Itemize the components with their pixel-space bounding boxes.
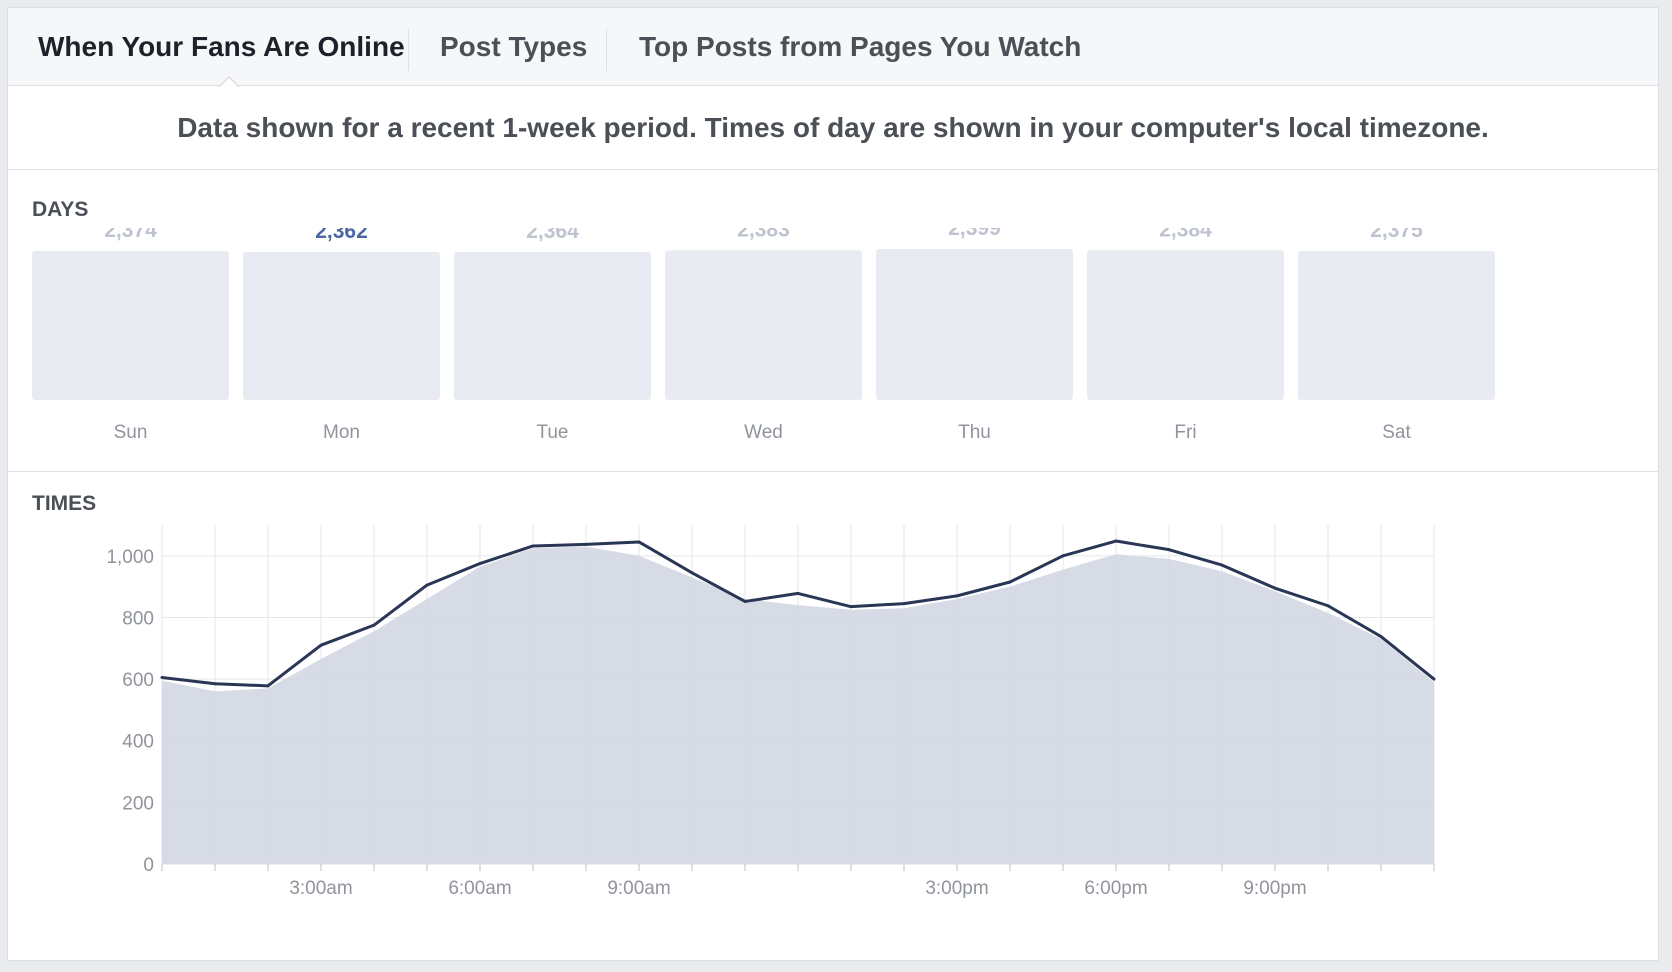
day-label: Fri [1174, 422, 1196, 443]
line-data-point[interactable] [1326, 604, 1330, 608]
day-value-label: 2,364 [526, 228, 579, 243]
day-label: Wed [744, 422, 783, 443]
line-data-point[interactable] [1008, 580, 1012, 584]
day-bar-mon[interactable] [243, 252, 440, 400]
line-data-point[interactable] [1061, 554, 1065, 558]
line-data-point[interactable] [584, 542, 588, 546]
tab-bar: When Your Fans Are Online Post Types Top… [8, 8, 1658, 86]
day-label: Mon [323, 422, 360, 443]
day-value-label: 2,383 [737, 228, 790, 241]
days-bar-chart: 2,374 Sun 2,362 Mon 2,364 Tue 2,383 Wed 2,399 Thu… [32, 228, 1495, 443]
day-label: Tue [536, 422, 568, 443]
line-data-point[interactable] [160, 676, 164, 680]
times-section-title: TIMES [32, 492, 97, 515]
x-tick-label: 9:00am [607, 878, 670, 899]
line-data-point[interactable] [1432, 677, 1436, 681]
tab-when-fans-online[interactable]: When Your Fans Are Online [38, 31, 405, 62]
day-value-label: 2,399 [948, 228, 1001, 240]
line-data-point[interactable] [372, 623, 376, 627]
x-tick-label: 9:00pm [1243, 878, 1306, 899]
day-bar-fri[interactable] [1087, 250, 1284, 400]
day-value-label: 2,374 [104, 228, 157, 242]
line-data-point[interactable] [1220, 563, 1224, 567]
line-data-point[interactable] [1273, 586, 1277, 590]
line-data-point[interactable] [266, 684, 270, 688]
line-data-point[interactable] [849, 605, 853, 609]
line-data-point[interactable] [478, 562, 482, 566]
tab-divider [606, 29, 607, 71]
line-data-point[interactable] [743, 599, 747, 603]
day-value-label: 2,362 [315, 228, 368, 243]
line-data-point[interactable] [319, 643, 323, 647]
x-tick-label: 6:00am [448, 878, 511, 899]
day-value-label: 2,384 [1159, 228, 1212, 241]
x-tick-label: 3:00am [289, 878, 352, 899]
day-bar-tue[interactable] [454, 251, 651, 400]
y-tick-label: 200 [122, 793, 154, 814]
y-tick-label: 800 [122, 608, 154, 629]
line-data-point[interactable] [213, 682, 217, 686]
x-tick-label: 3:00pm [925, 878, 988, 899]
line-data-point[interactable] [955, 594, 959, 598]
section-divider [8, 471, 1658, 472]
y-tick-label: 0 [143, 855, 154, 876]
day-bar-sat[interactable] [1298, 250, 1495, 400]
line-data-point[interactable] [1167, 548, 1171, 552]
day-label: Sat [1382, 422, 1411, 443]
line-data-point[interactable] [690, 571, 694, 575]
line-data-point[interactable] [1379, 635, 1383, 639]
day-label: Sun [114, 422, 148, 443]
day-value-label: 2,375 [1370, 228, 1423, 242]
active-tab-indicator-fill [219, 78, 239, 88]
tab-post-types[interactable]: Post Types [440, 31, 588, 62]
line-data-point[interactable] [425, 583, 429, 587]
tab-top-posts-pages-you-watch[interactable]: Top Posts from Pages You Watch [639, 31, 1082, 62]
day-label: Thu [958, 422, 991, 443]
x-tick-label: 6:00pm [1084, 878, 1147, 899]
line-data-point[interactable] [902, 602, 906, 606]
y-tick-label: 400 [122, 732, 154, 753]
insights-panel: When Your Fans Are Online Post Types Top… [7, 7, 1659, 961]
y-tick-label: 1,000 [106, 547, 154, 568]
day-bar-thu[interactable] [876, 249, 1073, 400]
line-data-point[interactable] [531, 544, 535, 548]
line-data-point[interactable] [1114, 539, 1118, 543]
average-area-series [162, 546, 1434, 864]
tab-divider [408, 29, 409, 71]
days-section-title: DAYS [32, 198, 89, 221]
data-period-notice: Data shown for a recent 1-week period. T… [8, 86, 1658, 170]
line-data-point[interactable] [796, 591, 800, 595]
times-line-chart: 0 200 400 600 800 1,000 3:00am 6:00am 9:00am 3:00… [106, 525, 1436, 899]
day-bar-sun[interactable] [32, 251, 229, 400]
day-bar-wed[interactable] [665, 250, 862, 400]
y-tick-label: 600 [122, 670, 154, 691]
line-data-point[interactable] [637, 540, 641, 544]
